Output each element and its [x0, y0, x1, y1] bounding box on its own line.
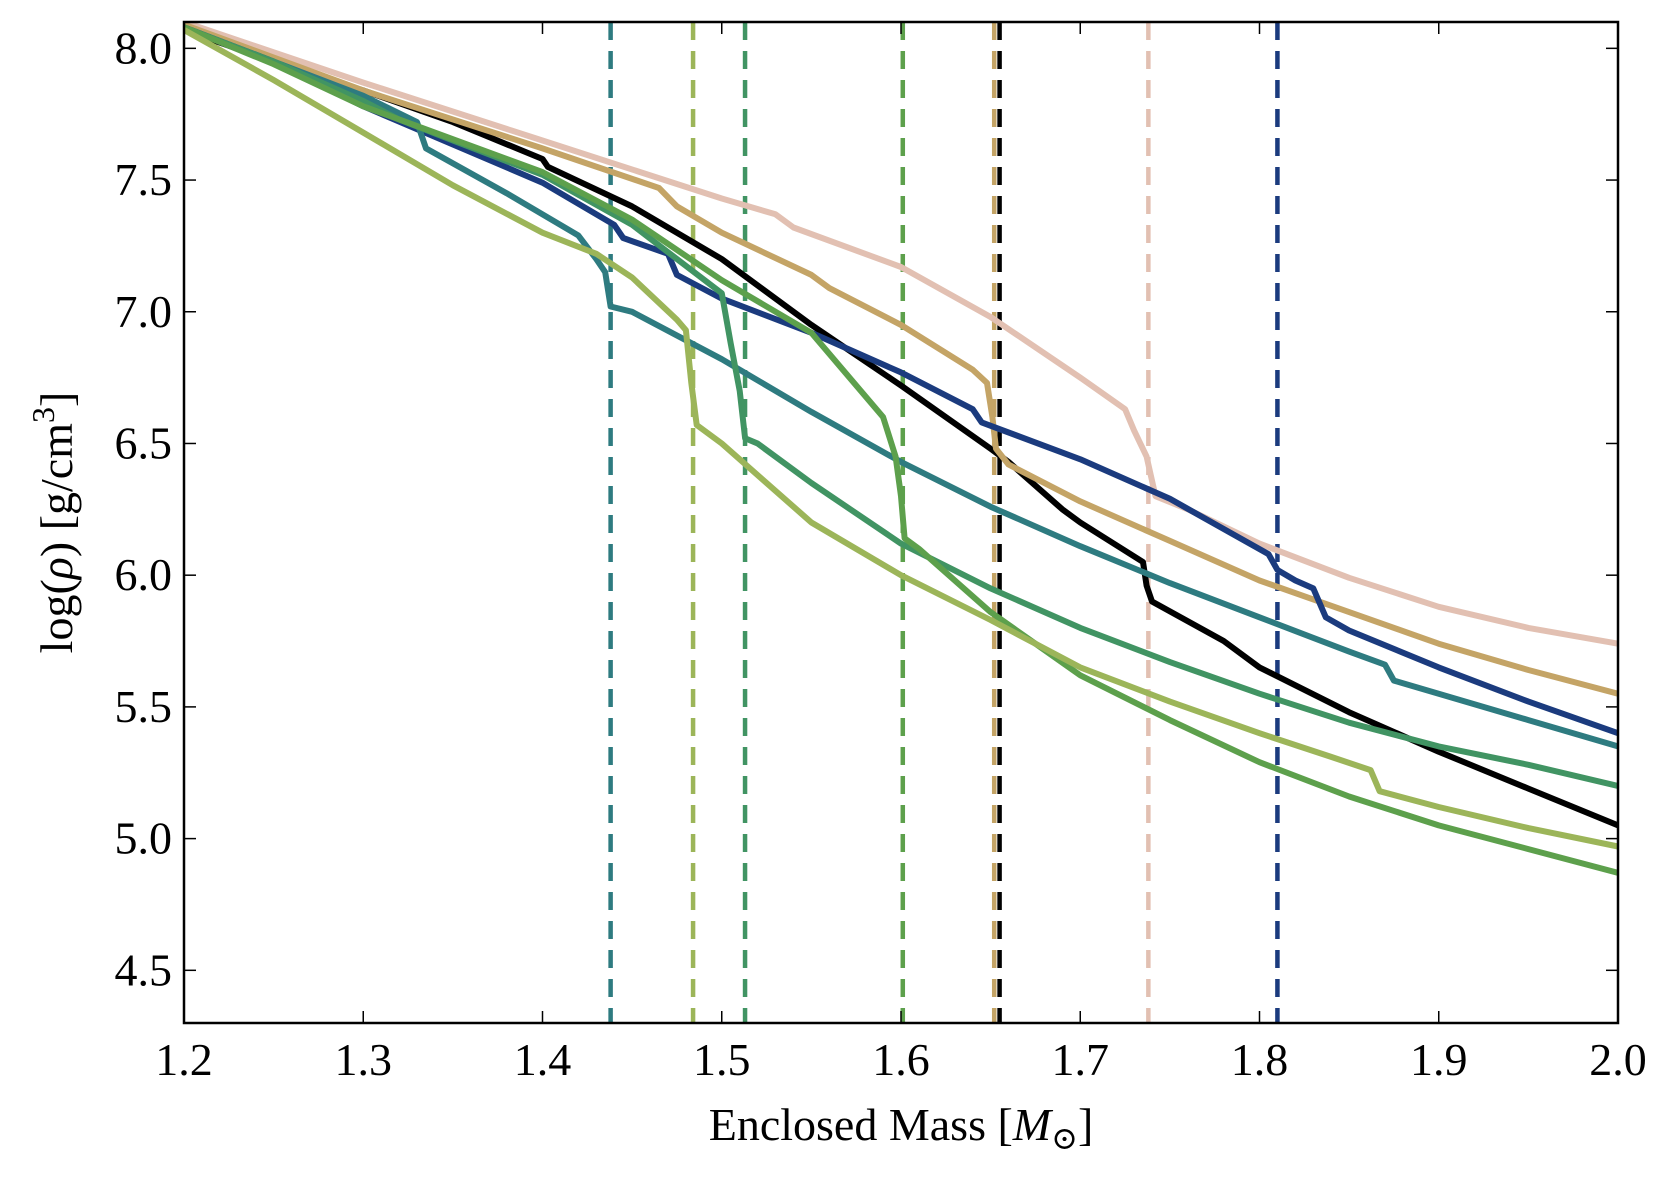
y-axis-label-symbol: ρ — [31, 557, 82, 581]
x-axis-label-main: Enclosed Mass [ — [709, 1099, 1013, 1150]
series-line-pink — [184, 22, 1618, 647]
y-axis-label-close: ] — [31, 392, 82, 407]
x-tick-label: 1.9 — [1410, 1034, 1468, 1085]
y-tick-label: 5.5 — [115, 681, 173, 732]
x-tick-label: 1.3 — [335, 1034, 393, 1085]
series-lines-layer — [184, 22, 1618, 876]
x-axis-label-sub: ⊙ — [1051, 1120, 1078, 1156]
x-tick-label: 1.7 — [1052, 1034, 1110, 1085]
x-tick-label: 1.4 — [514, 1034, 572, 1085]
x-axis-label-close: ] — [1078, 1099, 1093, 1150]
y-tick-label: 5.0 — [115, 813, 173, 864]
y-axis-label-mid: ) [g/cm — [31, 423, 82, 557]
x-tick-label: 2.0 — [1589, 1034, 1647, 1085]
x-axis-label-symbol: M — [1012, 1099, 1054, 1150]
x-tick-label: 1.6 — [872, 1034, 930, 1085]
y-axis-label-sup: 3 — [25, 407, 61, 423]
y-axis-label: log(ρ) [g/cm3] — [25, 392, 82, 654]
series-line-teal — [184, 24, 1618, 750]
x-tick-label: 1.8 — [1231, 1034, 1289, 1085]
y-tick-label: 7.5 — [115, 154, 173, 205]
axis-ticks-layer: 1.2 1.3 1.4 1.5 1.6 1.7 1.8 1.9 2.0 4.5 5.0 5.5 6.0 6… — [115, 22, 1647, 1085]
series-line-midgreen — [184, 24, 1618, 876]
y-tick-label: 8.0 — [115, 22, 173, 73]
cut-lines-layer — [608, 22, 1280, 1023]
x-axis-label: Enclosed Mass [M⊙] — [709, 1099, 1094, 1156]
y-tick-label: 7.0 — [115, 286, 173, 337]
x-tick-label: 1.5 — [693, 1034, 751, 1085]
series-line-navy — [184, 24, 1618, 737]
x-tick-label: 1.2 — [155, 1034, 213, 1085]
y-tick-label: 6.5 — [115, 417, 173, 468]
y-tick-label: 6.0 — [115, 549, 173, 600]
y-axis-label-main: log( — [31, 579, 82, 653]
series-line-olive — [184, 27, 1618, 850]
y-tick-label: 4.5 — [115, 944, 173, 995]
